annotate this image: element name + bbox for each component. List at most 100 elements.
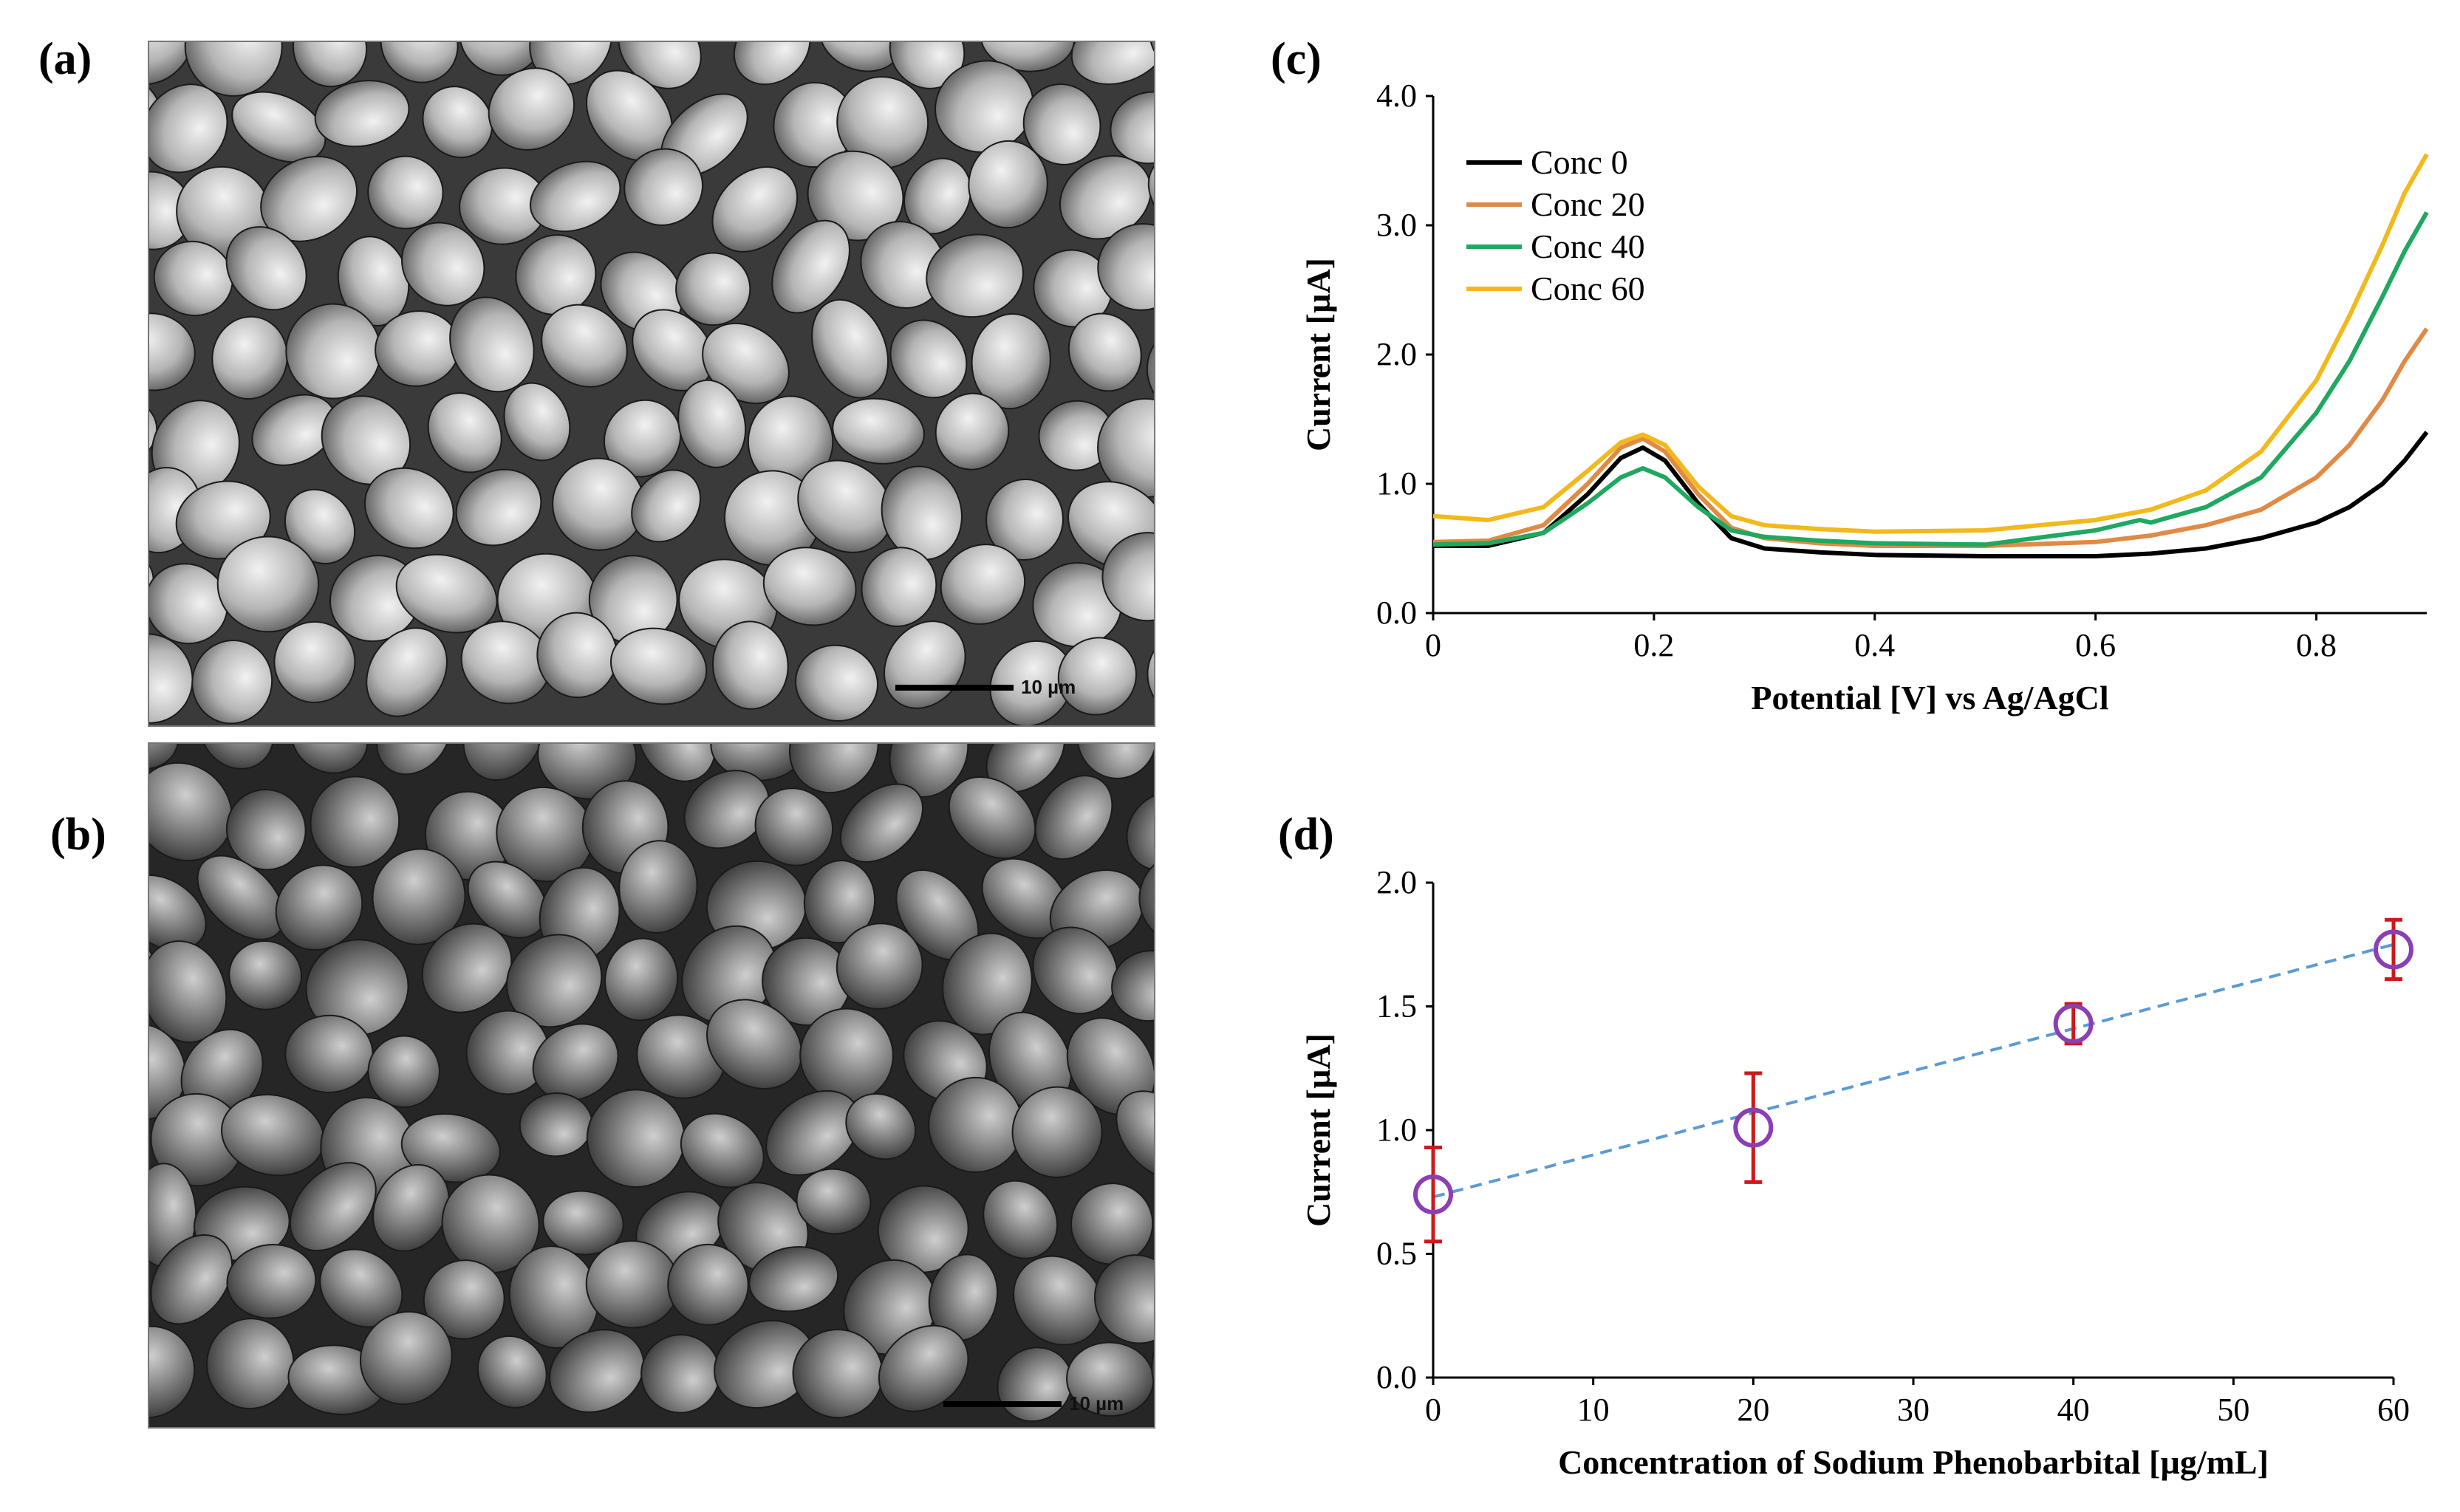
scale-bar-label-b: 10 µm [1069,1392,1124,1414]
chart-d-x-tick-label: 10 [1577,1392,1610,1428]
sem-particle [861,547,937,627]
sem-particle [667,1243,749,1326]
sem-particle [184,42,283,97]
chart-d-y-tick-label: 2.0 [1376,864,1417,900]
sem-particle [211,315,288,400]
sem-particle [948,776,1036,859]
sem-particle [1076,744,1154,779]
sem-particle [149,1023,186,1121]
sem-particle [942,932,1033,1036]
sem-particle [1032,926,1118,1015]
sem-particle [149,312,196,391]
sem-particle [458,42,546,76]
sem-particle [711,166,799,253]
sem-particle [711,620,789,710]
sem-particle [1013,1255,1104,1346]
sem-particle [503,382,571,462]
sem-particle [1126,792,1154,871]
sem-particle [845,1092,917,1160]
sem-particle [292,42,368,88]
sem-particle [832,397,925,465]
sem-particle [683,770,770,849]
sem-particle [754,787,834,866]
sem-particle [631,469,702,543]
sem-particle [216,536,320,633]
sem-particle [149,397,158,472]
chart-c-series-line [1433,431,2429,558]
sem-particle [515,234,597,315]
sem-particle [840,783,923,863]
sem-particle [797,459,893,553]
sem-particle [289,1162,377,1252]
sem-particle [788,744,879,794]
sem-particle [1022,83,1101,165]
sem-particle [488,67,575,151]
sem-particle [1147,629,1154,722]
sem-particle [359,1310,453,1406]
sem-particle [935,392,1010,471]
chart-c-y-tick-label: 3.0 [1376,207,1417,243]
sem-particle [881,465,963,561]
panel-label-a: (a) [38,34,92,84]
sem-particle [427,392,502,473]
sem-particle [733,42,811,86]
chart-c-legend-label: Conc 40 [1531,228,1645,265]
chart-d-trendline [1432,943,2394,1199]
chart-d-data-point [1733,1107,1774,1148]
sem-particle [505,934,603,1028]
sem-particle [191,640,273,725]
sem-particle [748,1245,839,1313]
sem-particle [400,222,485,307]
chart-c-x-tick-label: 0.4 [1854,627,1895,663]
sem-particle [1097,223,1154,311]
chart-c-series-line [1432,327,2429,548]
sem-particle [1011,1086,1103,1178]
chart-c-y-tick-label: 0.0 [1376,595,1417,631]
sem-particle [928,1076,1024,1173]
sem-particle [989,640,1073,725]
sem-particle [285,303,382,400]
sem-particle [640,1333,721,1414]
sem-particle [860,220,946,309]
sem-particle [604,937,679,1022]
sem-particle [1034,775,1113,861]
sem-particle [983,1180,1059,1259]
chart-d-x-tick-label: 20 [1737,1392,1769,1428]
sem-particle [1057,637,1138,716]
sem-particle [260,155,358,242]
sem-particle [552,457,646,551]
sem-particle [541,304,628,388]
sem-particle [1067,312,1142,392]
sem-particle [1070,42,1154,85]
sem-particle [537,744,638,800]
sem-particle [771,219,850,314]
sem-particle [421,923,513,1013]
sem-image-a: 10 µm [148,41,1155,727]
sem-particle [284,1014,374,1094]
sem-particle [149,550,154,626]
chart-d-data-point [2374,929,2413,970]
chart-d-y-tick-label: 1.5 [1376,988,1417,1024]
sem-particle [149,633,194,724]
sem-particle [149,42,195,85]
sem-particle [395,553,498,634]
chart-d-x-tick-label: 30 [1897,1392,1930,1428]
sem-particle [1115,1090,1154,1180]
sem-particle [926,233,1024,318]
sem-particle [149,1325,196,1419]
sem-particle [623,148,704,226]
sem-particle [149,563,228,645]
chart-d-x-tick-label: 40 [2057,1392,2090,1428]
sem-particle [549,1329,645,1413]
sem-particle [803,860,876,944]
chart-d-y-tick-label: 0.0 [1376,1359,1417,1395]
sem-particle [363,467,454,550]
sem-particle [636,1014,726,1099]
scale-bar-a [895,685,1014,691]
chart-c-series-line [1432,211,2429,547]
sem-particle [794,644,879,722]
sem-particle [706,999,803,1089]
chart-c-x-tick-label: 0.6 [2075,627,2116,663]
sem-particle [1093,1254,1154,1344]
sem-particle [476,1335,547,1409]
